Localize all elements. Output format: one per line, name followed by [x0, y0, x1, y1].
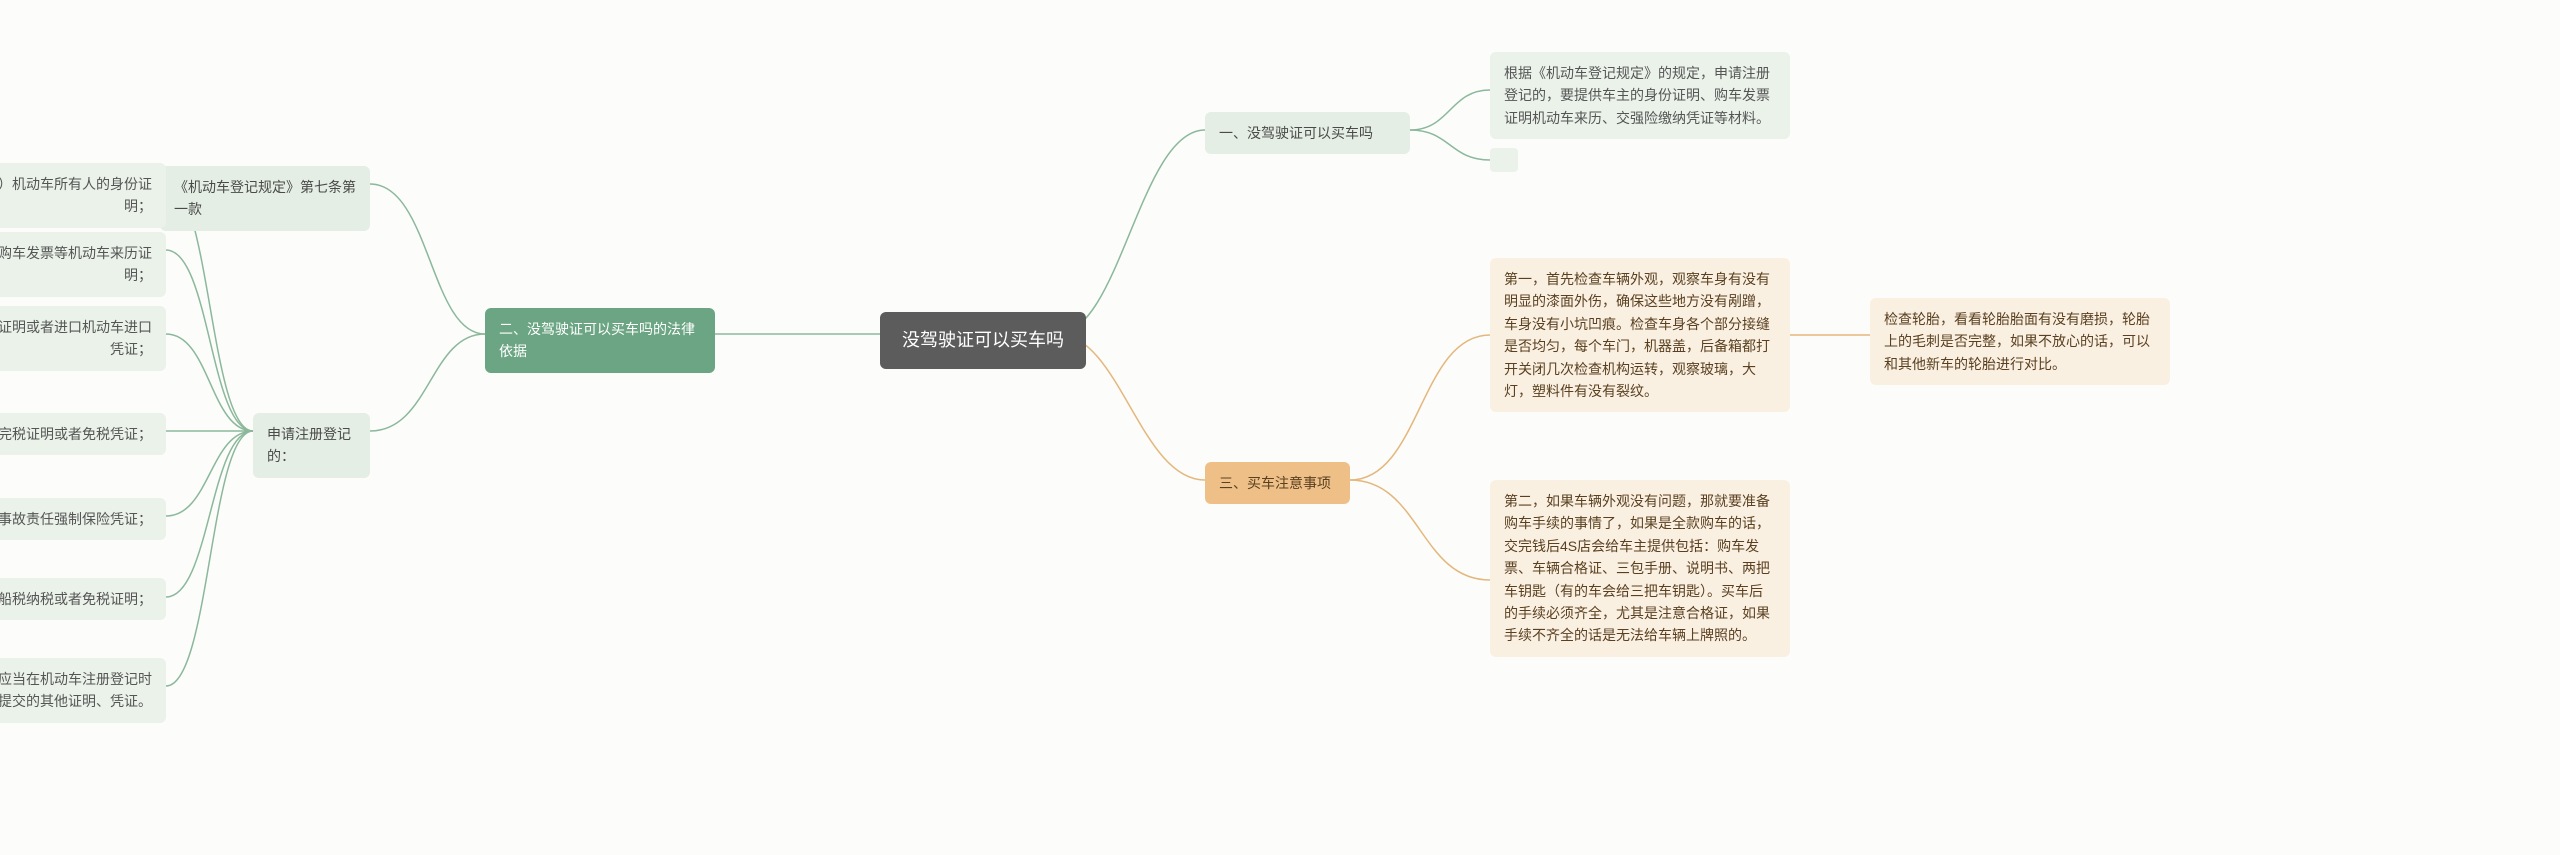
branch1-empty	[1490, 148, 1518, 172]
root-node: 没驾驶证可以买车吗	[880, 312, 1086, 369]
branch2-title: 二、没驾驶证可以买车吗的法律依据	[485, 308, 715, 373]
branch2-sub1: 《机动车登记规定》第七条第一款	[160, 166, 370, 231]
branch1-title: 一、没驾驶证可以买车吗	[1205, 112, 1410, 154]
branch2-item-3: （三）机动车整车出厂合格证明或者进口机动车进口凭证；	[0, 306, 166, 371]
branch2-item-5: （五）机动车交通事故责任强制保险凭证；	[0, 498, 166, 540]
branch2-item-2: （二）购车发票等机动车来历证明；	[0, 232, 166, 297]
branch3-title: 三、买车注意事项	[1205, 462, 1350, 504]
branch2-item-7: （七）法律、行政法规规定应当在机动车注册登记时提交的其他证明、凭证。	[0, 658, 166, 723]
branch2-item-4: （四）车辆购置税完税证明或者免税凭证；	[0, 413, 166, 455]
branch1-detail: 根据《机动车登记规定》的规定，申请注册登记的，要提供车主的身份证明、购车发票证明…	[1490, 52, 1790, 139]
branch2-sub2: 申请注册登记的：	[253, 413, 370, 478]
branch3-detail1: 第一，首先检查车辆外观，观察车身有没有明显的漆面外伤，确保这些地方没有剐蹭，车身…	[1490, 258, 1790, 412]
branch3-detail1-sub: 检查轮胎，看看轮胎胎面有没有磨损，轮胎上的毛刺是否完整，如果不放心的话，可以和其…	[1870, 298, 2170, 385]
branch3-detail2: 第二，如果车辆外观没有问题，那就要准备购车手续的事情了，如果是全款购车的话，交完…	[1490, 480, 1790, 657]
branch2-item-6: （六）车船税纳税或者免税证明；	[0, 578, 166, 620]
branch2-item-1: （一）机动车所有人的身份证明；	[0, 163, 166, 228]
